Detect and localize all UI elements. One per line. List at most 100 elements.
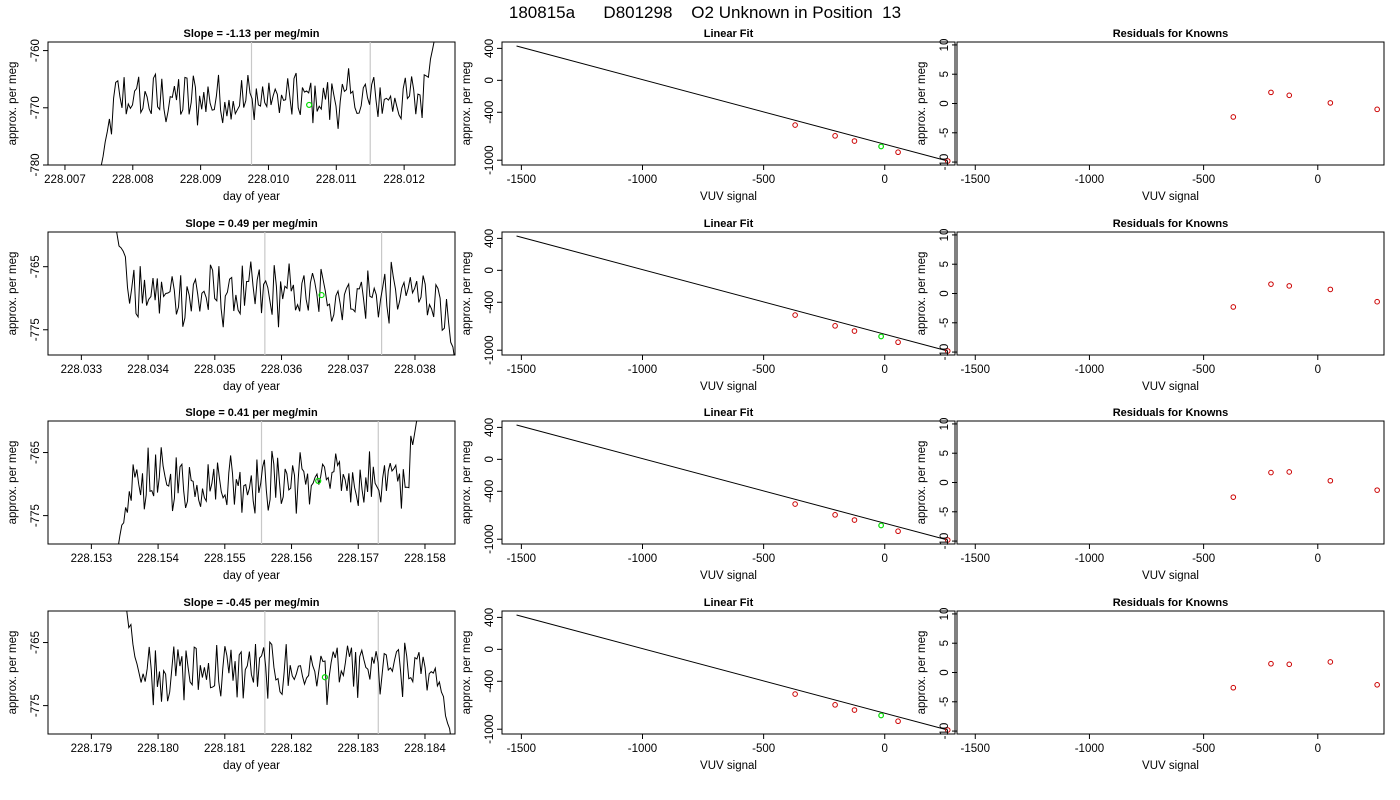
known-point [1327, 100, 1334, 106]
x-tick-label: 228.034 [127, 364, 169, 376]
panel-1-3: Residuals for Knowns -1500 -1000 -500 0 10 5 0 -… [916, 28, 1385, 203]
y-tick-label: -400 [484, 670, 496, 693]
x-tick-label: -1500 [507, 743, 536, 755]
known-point [944, 158, 951, 164]
plot-area [126, 611, 451, 734]
known-point [792, 122, 798, 128]
unknown-marker [321, 674, 328, 681]
fit-line [516, 235, 948, 352]
panel-3-1: Slope = 0.41 per meg/min 228.153 228.154 22… [7, 407, 456, 582]
x-tick-label: -500 [752, 364, 775, 376]
y-tick-label: -775 [30, 504, 42, 527]
x-tick-label: 228.036 [261, 364, 303, 376]
x-tick-label: 228.155 [204, 553, 246, 565]
x-tick-label: -1000 [628, 553, 657, 565]
panel-title: Residuals for Knowns [1113, 28, 1229, 40]
y-tick-label: 0 [939, 100, 951, 106]
panel-1-1: Slope = -1.13 per meg/min 228.007 228.008 2… [7, 28, 456, 203]
known-point [1268, 660, 1274, 667]
plot-frame [956, 610, 1385, 735]
y-axis-label: approx. per meg [7, 252, 19, 336]
known-point [1286, 469, 1293, 475]
y-tick-label: -770 [30, 96, 42, 119]
panel-2-3: Residuals for Knowns -1500 -1000 -500 0 10 5 0 -… [916, 218, 1385, 393]
x-tick-label: -1500 [507, 553, 536, 565]
x-tick-label: -1000 [1075, 553, 1104, 565]
x-tick-label: 0 [1315, 553, 1321, 565]
panel-title: Linear Fit [704, 218, 754, 230]
y-tick-label: 400 [484, 229, 496, 248]
x-tick-label: -1500 [507, 174, 536, 186]
known-point [895, 339, 901, 346]
y-tick-label: -5 [939, 697, 951, 707]
x-tick-label: 228.153 [71, 553, 113, 565]
known-point [944, 727, 951, 733]
x-tick-label: 228.035 [194, 364, 236, 376]
y-axis-label: approx. per meg [461, 252, 473, 336]
x-tick-label: -1000 [628, 174, 657, 186]
y-tick-label: 5 [939, 71, 951, 77]
x-tick-label: 228.010 [248, 174, 290, 186]
plot-frame [47, 420, 456, 545]
y-tick-label: -5 [939, 128, 951, 138]
x-tick-label: -500 [752, 743, 775, 755]
x-tick-label: -500 [1192, 553, 1215, 565]
panel-title: Slope = 0.41 per meg/min [185, 407, 318, 419]
x-axis-label: VUV signal [700, 570, 757, 582]
x-axis-label: VUV signal [1142, 191, 1199, 203]
x-tick-label: -1000 [1075, 743, 1104, 755]
known-point [792, 312, 798, 318]
fit-line [516, 614, 948, 731]
y-axis-label: approx. per meg [916, 252, 928, 336]
x-axis-label: day of year [223, 570, 280, 582]
known-point [1327, 286, 1334, 293]
x-tick-label: -500 [1192, 364, 1215, 376]
x-tick-label: 0 [882, 743, 888, 755]
panel-title: Linear Fit [704, 597, 754, 609]
fit-line [516, 45, 948, 162]
plot-frame [956, 420, 1385, 545]
x-tick-label: 228.012 [383, 174, 425, 186]
y-tick-label: -1000 [484, 145, 496, 174]
plot-area [116, 232, 455, 355]
plot-area [118, 421, 418, 544]
x-tick-label: 228.033 [61, 364, 103, 376]
plot-frame [47, 231, 456, 356]
y-tick-label: 5 [939, 450, 951, 456]
y-tick-label: 400 [484, 608, 496, 627]
y-tick-label: -765 [30, 255, 42, 278]
x-tick-label: -1500 [961, 553, 990, 565]
y-tick-label: 400 [484, 39, 496, 58]
plot-area [1230, 89, 1380, 120]
panel-title: Slope = 0.49 per meg/min [185, 218, 318, 230]
y-tick-label: 10 [939, 608, 951, 621]
y-axis-label: approx. per meg [916, 441, 928, 525]
panel-2-1: Slope = 0.49 per meg/min 228.033 228.034 22… [7, 218, 456, 393]
known-point [895, 149, 901, 156]
unknown-point [878, 522, 885, 529]
x-tick-label: 0 [1315, 174, 1321, 186]
unknown-marker [315, 477, 322, 485]
known-point [1286, 92, 1293, 99]
plot-area [516, 614, 951, 733]
fit-line [516, 424, 948, 541]
x-tick-label: -1000 [1075, 364, 1104, 376]
x-axis-label: VUV signal [700, 191, 757, 203]
y-tick-label: -5 [939, 507, 951, 517]
y-tick-label: -760 [30, 39, 42, 62]
known-point [1268, 281, 1274, 287]
known-point [1268, 89, 1274, 96]
x-tick-label: -500 [1192, 174, 1215, 186]
known-point [1230, 684, 1237, 691]
y-tick-label: -765 [30, 441, 42, 464]
x-tick-label: 0 [882, 553, 888, 565]
known-point [832, 133, 838, 139]
y-axis-label: approx. per meg [461, 631, 473, 715]
x-tick-label: -1500 [961, 743, 990, 755]
x-tick-label: 0 [882, 364, 888, 376]
known-point [851, 328, 858, 334]
x-tick-label: 228.009 [180, 174, 222, 186]
known-point [1374, 106, 1380, 113]
plot-frame [956, 41, 1385, 166]
y-tick-label: -400 [484, 291, 496, 314]
